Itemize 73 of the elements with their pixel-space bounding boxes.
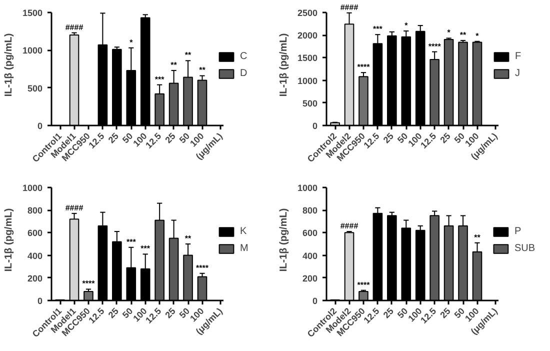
x-tick-label: 25	[438, 130, 452, 146]
y-tick-label: 2500	[297, 8, 318, 18]
legend-label: J	[515, 68, 521, 78]
x-tick-label: 50	[120, 130, 135, 146]
y-tick-label: 500	[27, 83, 43, 94]
data-label: *	[130, 38, 134, 47]
x-tick-label: 50	[177, 130, 192, 146]
y-axis-title: IL-1β (pg/mL)	[278, 33, 290, 97]
legend-label: SUB	[514, 242, 535, 254]
legend-label: K	[240, 226, 248, 236]
data-label: **	[184, 50, 192, 60]
x-tick-label: 25	[381, 306, 396, 320]
data-label: **	[474, 232, 482, 242]
x-tick-label: 50	[452, 306, 467, 320]
y-tick-label: 200	[27, 273, 43, 284]
legend-label: F	[515, 50, 522, 62]
x-tick-label: 25	[163, 306, 178, 320]
x-tick-label: 25	[106, 130, 120, 146]
y-tick-label: 1000	[22, 46, 43, 56]
x-tick-label: 50	[177, 306, 192, 320]
x-tick-label: 25	[106, 306, 120, 320]
y-tick-label: 800	[27, 206, 43, 216]
y-tick-label: 200	[302, 273, 318, 284]
y-tick-label: 500	[302, 98, 318, 108]
x-tick-label: 25	[163, 130, 178, 146]
y-axis-title: IL-1β (pg/mL)	[3, 33, 14, 97]
data-label: *	[404, 20, 409, 30]
legend-label: D	[240, 68, 248, 78]
y-tick-label: 600	[27, 228, 43, 238]
y-tick-label: 600	[302, 228, 318, 238]
x-tick-label: 50	[396, 306, 410, 320]
data-label: ***	[140, 244, 151, 254]
y-axis-title: IL-1β (pg/mL)	[278, 208, 290, 272]
x-tick-label: 25	[438, 306, 452, 320]
y-tick-label: 0	[37, 121, 43, 131]
data-label: ****	[357, 280, 371, 290]
y-tick-label: 1500	[22, 8, 43, 18]
y-tick-label: 1000	[22, 182, 43, 193]
data-label: ***	[373, 24, 384, 34]
y-tick-label: 400	[27, 250, 43, 261]
legend-label: C	[240, 50, 248, 62]
data-label: **	[170, 60, 178, 70]
legend-label: M	[240, 242, 250, 254]
y-tick-label: 1000	[297, 182, 318, 193]
data-label: ****	[82, 279, 96, 288]
data-label: ***	[154, 74, 166, 84]
data-label: ####	[65, 203, 84, 212]
y-tick-label: 2000	[297, 30, 318, 41]
legend-label: P	[514, 226, 522, 236]
data-label: ****	[428, 42, 442, 51]
data-label: ****	[196, 263, 210, 272]
y-tick-label: 0	[312, 121, 318, 131]
x-tick-label: 25	[381, 130, 396, 146]
data-label: *	[476, 31, 480, 40]
y-tick-label: 1000	[297, 76, 318, 86]
x-tick-label: 50	[120, 306, 135, 320]
y-tick-label: 1500	[297, 53, 318, 64]
data-label: ****	[357, 62, 371, 72]
x-tick-label: 50	[396, 130, 410, 146]
y-axis-title: IL-1β (pg/mL)	[3, 208, 14, 272]
data-label: ***	[126, 237, 137, 246]
y-tick-label: 0	[312, 296, 318, 306]
data-label: *	[447, 28, 452, 38]
data-label: **	[199, 66, 206, 75]
data-label: **	[460, 30, 468, 40]
data-label: ####	[65, 22, 84, 32]
data-label: **	[184, 234, 192, 243]
y-tick-label: 800	[302, 206, 318, 216]
data-label: ####	[340, 222, 359, 231]
y-tick-label: 0	[37, 296, 43, 306]
x-tick-label: 50	[452, 130, 467, 146]
y-tick-label: 400	[302, 250, 318, 261]
data-label: ####	[340, 2, 359, 12]
